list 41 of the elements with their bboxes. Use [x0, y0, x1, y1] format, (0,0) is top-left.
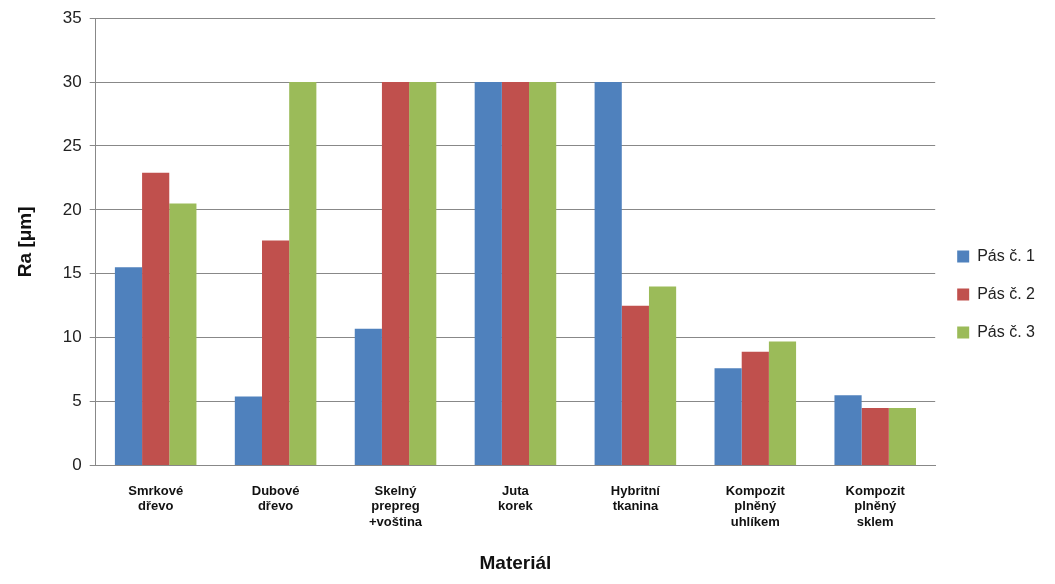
- x-tick-label: Hybritní tkanina: [610, 482, 661, 514]
- bar: [169, 203, 197, 465]
- y-tick-label: 30: [62, 71, 82, 91]
- bar: [381, 82, 410, 465]
- x-tick-label: Dubové dřevo: [251, 482, 300, 514]
- bar: [621, 305, 649, 465]
- bar: [648, 286, 677, 465]
- x-tick-label: Smrkové dřevo: [128, 482, 184, 514]
- bar: [409, 82, 437, 465]
- x-tick-label: Kompozit plněný sklem: [845, 482, 906, 529]
- y-tick-label: 25: [62, 135, 82, 155]
- y-tick-label: 0: [72, 455, 82, 475]
- bar: [529, 82, 557, 465]
- bar: [474, 82, 502, 465]
- bar: [768, 341, 797, 465]
- x-tick-label: Kompozit plněný uhlíkem: [725, 482, 786, 529]
- bar: [888, 407, 917, 465]
- y-tick-label: 20: [62, 199, 82, 219]
- bar: [262, 240, 290, 465]
- bar: [501, 82, 530, 465]
- y-tick-label: 15: [62, 263, 82, 283]
- legend-label: Pás č. 1: [977, 246, 1036, 264]
- y-axis-title: Ra [μm]: [13, 206, 35, 278]
- y-tick-label: 35: [62, 7, 82, 27]
- y-tick-label: 10: [62, 327, 82, 347]
- bar: [289, 82, 317, 465]
- bar: [714, 368, 742, 465]
- bar: [834, 395, 862, 465]
- bar: [142, 172, 170, 465]
- bar: [861, 407, 889, 465]
- x-axis-title: Materiál: [479, 551, 552, 573]
- legend-label: Pás č. 2: [977, 284, 1036, 302]
- bar: [594, 82, 622, 465]
- bar: [114, 267, 143, 465]
- bar: [741, 351, 769, 465]
- y-tick-label: 5: [72, 391, 82, 411]
- x-tick-label: Juta korek: [498, 482, 534, 514]
- bar: [354, 328, 382, 465]
- legend-label: Pás č. 3: [977, 322, 1036, 340]
- bar: [234, 396, 263, 465]
- x-tick-label: Skelný prepreg +voština: [368, 482, 423, 529]
